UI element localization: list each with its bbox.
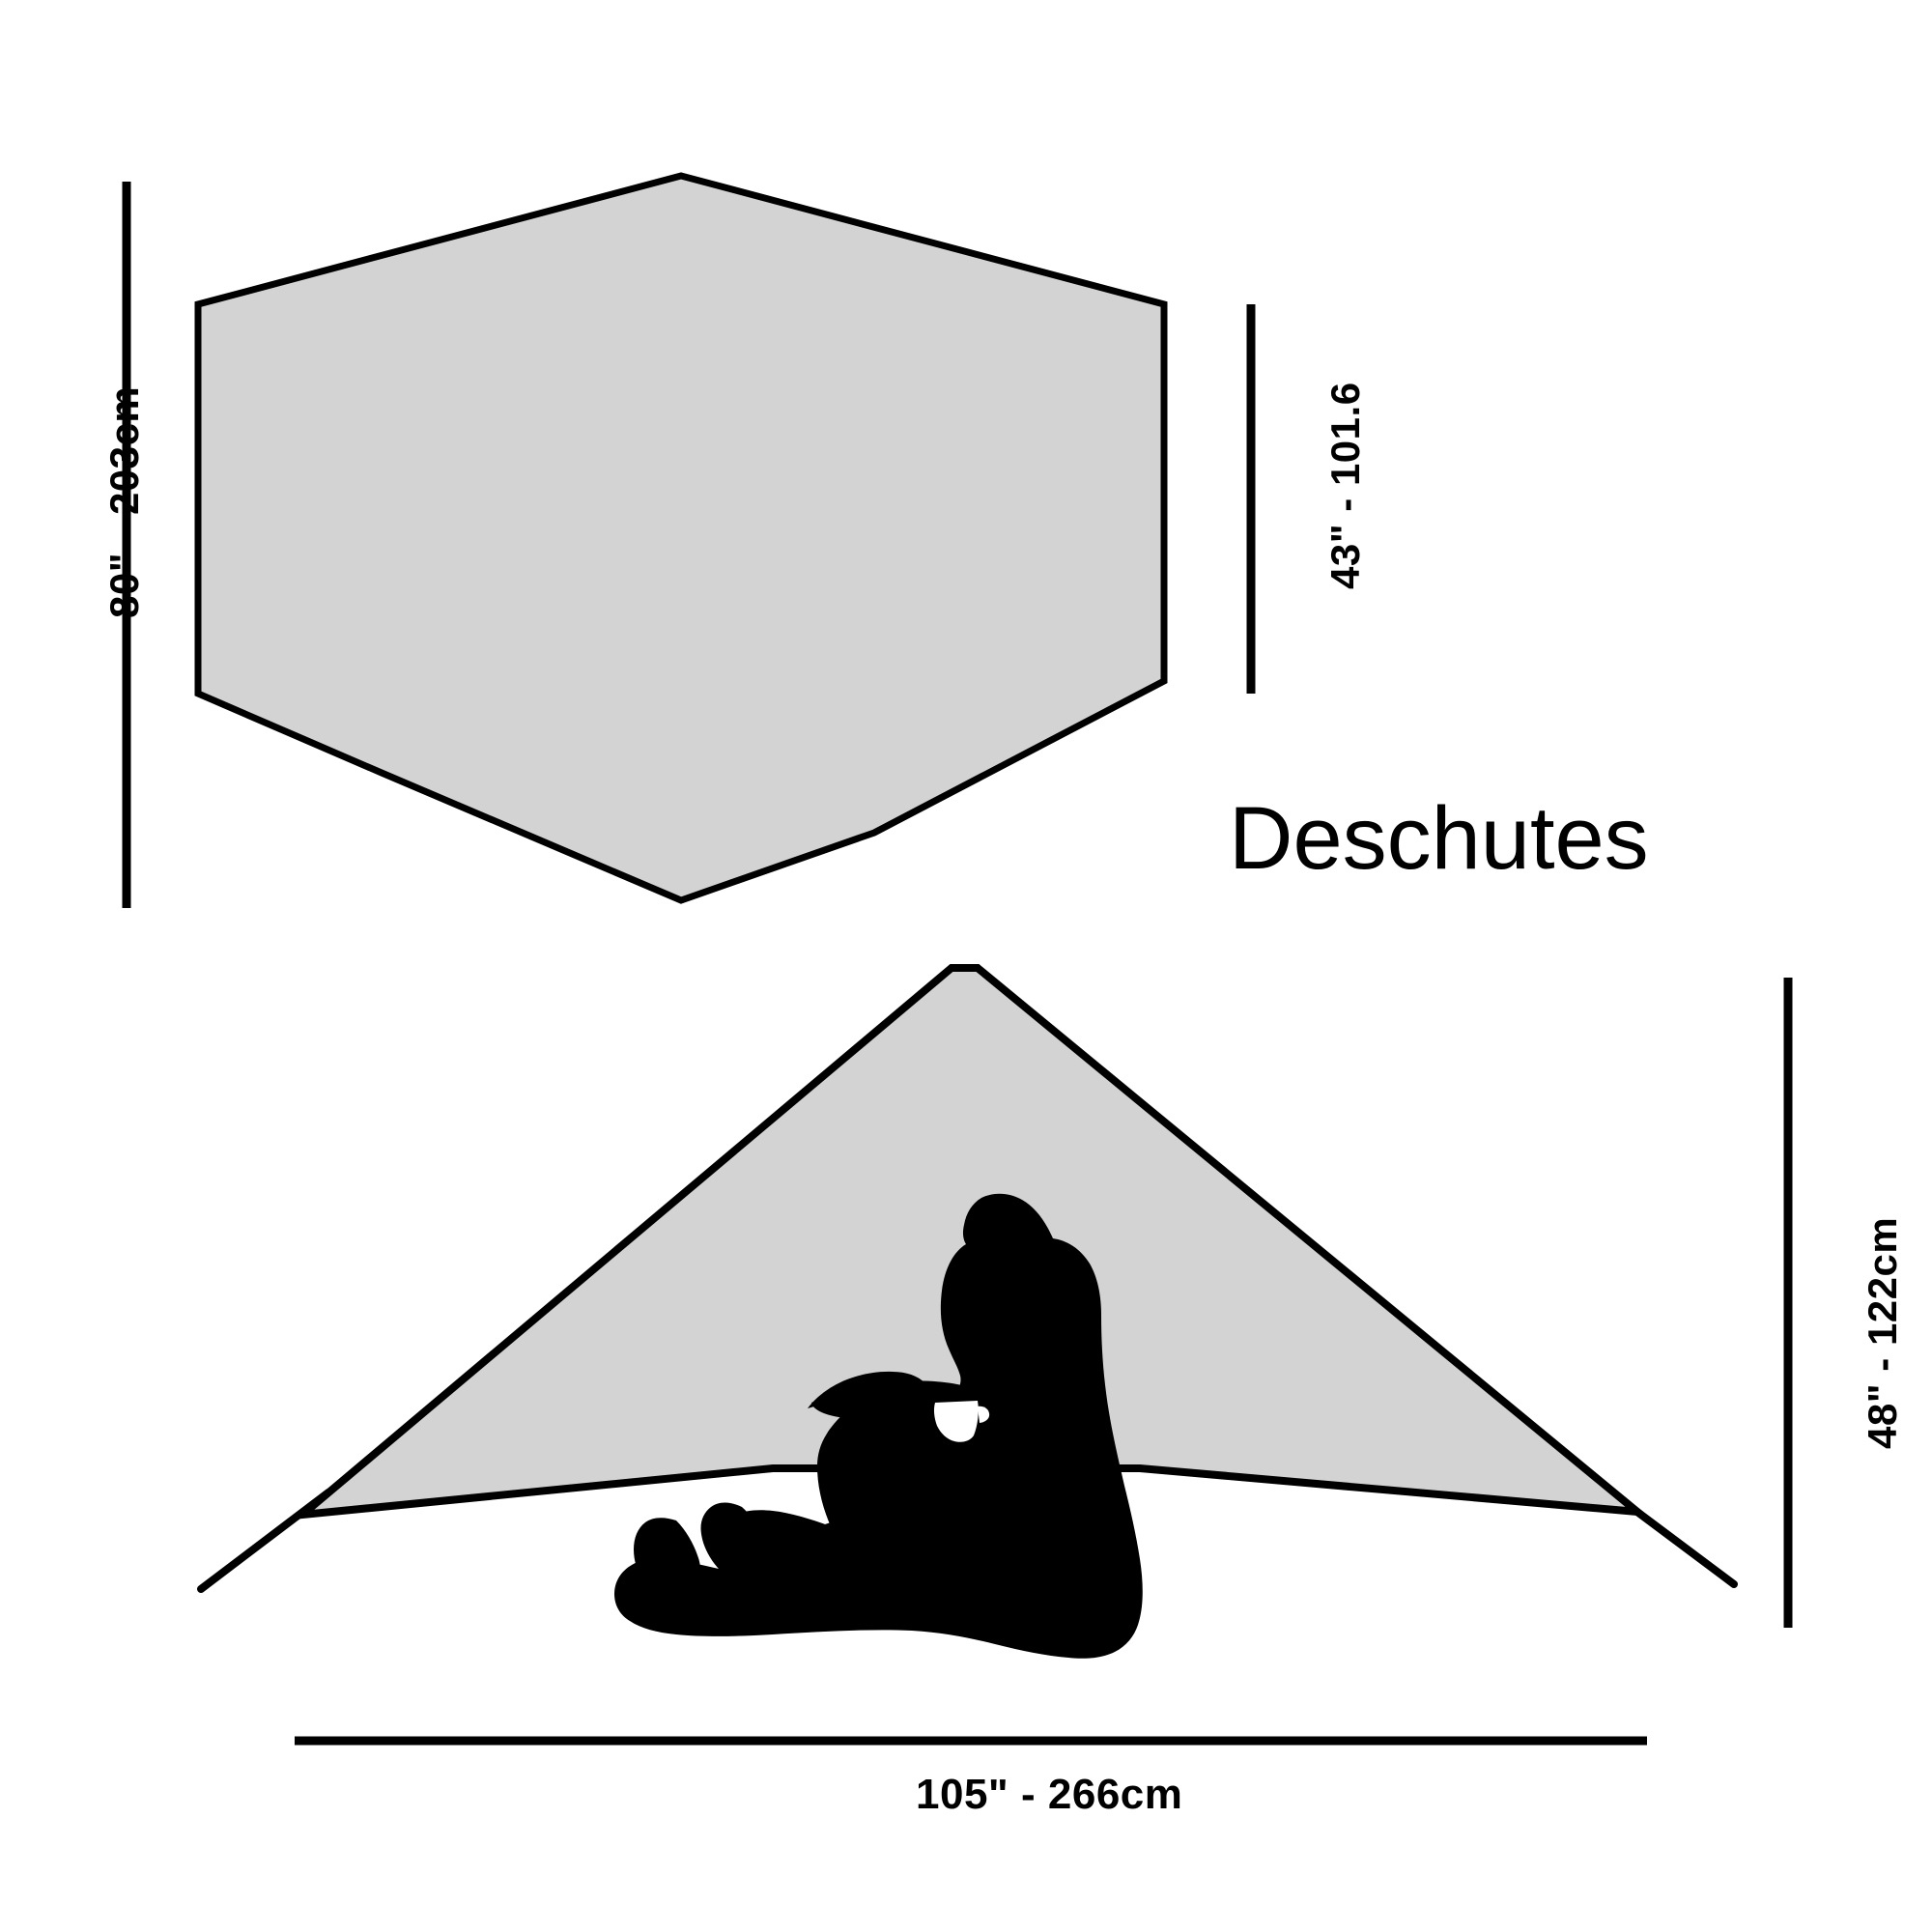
floor-plan-group — [194, 172, 1168, 904]
label-floor-length: 80" - 203cm — [101, 385, 147, 618]
person-shoe-near — [634, 1518, 700, 1598]
person-silhouette — [614, 1193, 1143, 1659]
label-base-width: 105" - 266cm — [916, 1771, 1183, 1818]
label-floor-width: 43" - 101.6 — [1322, 382, 1368, 589]
person-shoe-far — [700, 1502, 767, 1582]
product-title: Deschutes — [1229, 789, 1649, 888]
person-lower-leg — [663, 1522, 887, 1615]
person-mug-handle — [978, 1406, 990, 1423]
person-mug — [933, 1401, 979, 1442]
label-peak-height: 48" - 122cm — [1860, 1216, 1905, 1449]
tent-floor-hexagon — [194, 172, 1168, 904]
